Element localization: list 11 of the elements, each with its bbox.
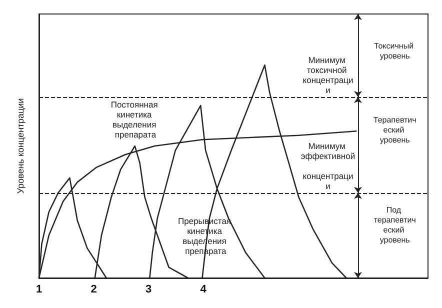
y-axis-title: Уровень концентрации xyxy=(16,98,26,194)
ref-line-label: Минимум эффективной концентрации xyxy=(300,140,356,191)
annotation: Под терапевтический уровень xyxy=(374,206,416,245)
annotation: Постоянная кинетика выделения препарата xyxy=(110,100,160,140)
x-tick-label: 1 xyxy=(36,284,42,296)
ref-line-label: Минимум токсичной концентрации xyxy=(302,55,354,96)
x-tick-label: 2 xyxy=(90,284,97,296)
text: Токсичный уровень xyxy=(374,41,416,60)
x-tick-label: 4 xyxy=(200,284,208,296)
x-tick-label: 3 xyxy=(146,284,152,296)
annotation: Терапевтический уровень xyxy=(373,116,416,145)
